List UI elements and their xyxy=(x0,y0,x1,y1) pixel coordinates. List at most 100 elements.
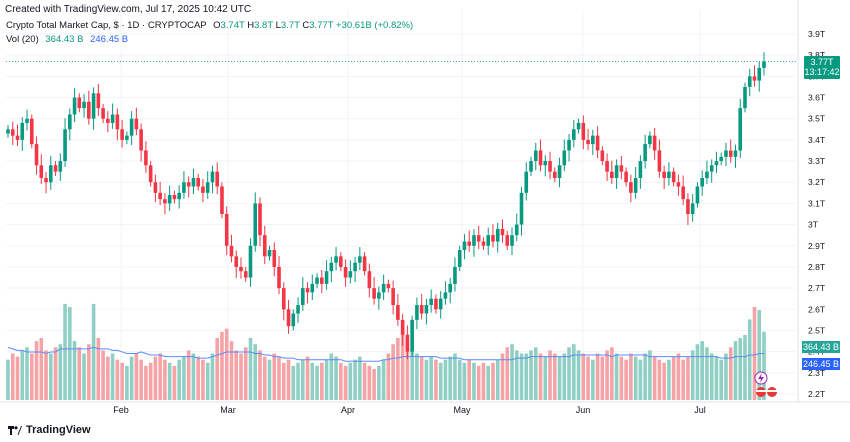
y-tick-label: 3.8T xyxy=(808,50,825,60)
volume-bar xyxy=(139,359,143,400)
volume-bar xyxy=(172,365,177,400)
volume-bar xyxy=(120,362,124,400)
x-axis[interactable]: Feb Mar Apr May Jun Jul xyxy=(0,401,850,415)
volume-bar xyxy=(443,359,448,400)
volume-bar xyxy=(709,353,714,400)
volume-bar xyxy=(220,331,224,400)
volume-bar xyxy=(643,353,647,400)
volume-bar xyxy=(239,353,243,400)
volume-bar xyxy=(624,359,628,400)
candle-body xyxy=(277,266,281,289)
volume-bar xyxy=(267,359,272,400)
volume-bar xyxy=(129,356,134,400)
volume-bar xyxy=(258,350,262,400)
candle-body xyxy=(91,93,96,119)
volume-bar xyxy=(315,365,319,400)
candle-body xyxy=(586,139,590,145)
volume-bar xyxy=(681,359,685,400)
candle-body xyxy=(101,108,105,119)
volume-bars xyxy=(6,303,766,400)
volume-bar xyxy=(714,356,719,400)
volume-bar xyxy=(367,365,372,400)
tradingview-logo-icon xyxy=(8,425,22,435)
volume-legend[interactable]: Vol (20) 364.43 B 246.45 B xyxy=(6,34,128,45)
y-tick-label: 3.2T xyxy=(808,177,825,187)
candle-body xyxy=(372,288,376,299)
candle-body xyxy=(353,262,357,272)
volume-bar xyxy=(548,350,552,400)
volume-bar xyxy=(125,365,129,400)
candle-body xyxy=(733,150,738,157)
candle-body xyxy=(533,150,538,162)
volume-bar xyxy=(519,353,524,400)
candle-body xyxy=(167,194,172,204)
volume-bar xyxy=(662,362,666,400)
candle-body xyxy=(405,334,410,352)
volume-bar xyxy=(386,353,391,400)
volume-bar xyxy=(491,362,495,400)
volume-bar xyxy=(48,353,53,400)
volume-bar xyxy=(733,341,738,400)
volume-bar xyxy=(329,353,334,400)
candle-body xyxy=(557,165,562,178)
volume-bar xyxy=(648,350,652,400)
volume-bar xyxy=(686,356,690,400)
candle-body xyxy=(652,135,657,151)
volume-bar xyxy=(182,356,186,400)
candle-body xyxy=(110,114,115,123)
volume-bar xyxy=(705,347,709,400)
candle-body xyxy=(595,135,600,151)
volume-bar xyxy=(762,331,766,400)
footer-brand[interactable]: TradingView xyxy=(8,424,91,436)
candle-body xyxy=(738,108,743,151)
candle-body xyxy=(243,271,248,278)
candle-body xyxy=(300,288,305,306)
candle-body xyxy=(339,256,343,267)
volume-bar xyxy=(167,362,172,400)
candle-body xyxy=(705,171,709,178)
candle-body xyxy=(491,235,495,242)
candle-body xyxy=(695,186,700,204)
candle-body xyxy=(624,171,628,183)
symbol-legend[interactable]: Crypto Total Market Cap, $ · 1D · CRYPTO… xyxy=(6,20,413,31)
candle-body xyxy=(348,271,353,278)
volume-bar xyxy=(144,365,148,400)
volume-bar xyxy=(500,353,505,400)
low-value: 3.7T xyxy=(280,20,300,31)
volume-bar xyxy=(728,347,733,400)
candle-body xyxy=(576,122,581,130)
volume-bar xyxy=(605,350,609,400)
candle-body xyxy=(719,156,724,162)
volume-bar xyxy=(272,353,277,400)
volume-bar xyxy=(700,341,704,400)
candle-body xyxy=(72,97,77,115)
volume-bar xyxy=(533,347,538,400)
volume-bar xyxy=(324,359,329,400)
volume-bar xyxy=(148,362,153,400)
candle-body xyxy=(457,250,462,267)
close-label: C xyxy=(302,20,310,31)
volume-bar xyxy=(353,359,357,400)
volume-bar xyxy=(567,347,571,400)
candle-body xyxy=(391,288,395,306)
volume-bar xyxy=(320,362,324,400)
change-value: +30.61B (+0.82%) xyxy=(336,20,414,31)
y-tick-label: 2.7T xyxy=(808,283,825,293)
volume-bar xyxy=(39,338,44,400)
candle-body xyxy=(39,165,44,178)
candle-body xyxy=(215,171,220,187)
candle-body xyxy=(552,171,557,178)
candle-body xyxy=(438,298,443,310)
candle-body xyxy=(224,214,229,246)
y-tick-label: 2.3T xyxy=(808,368,825,378)
candle-body xyxy=(196,178,200,187)
candle-body xyxy=(581,122,586,140)
x-tick-label: Mar xyxy=(220,405,236,415)
volume-bar xyxy=(552,353,557,400)
volume-bar xyxy=(358,356,362,400)
volume-bar xyxy=(581,353,586,400)
open-value: 3.74T xyxy=(220,20,245,31)
candle-body xyxy=(648,135,652,145)
volume-bar xyxy=(405,341,410,400)
